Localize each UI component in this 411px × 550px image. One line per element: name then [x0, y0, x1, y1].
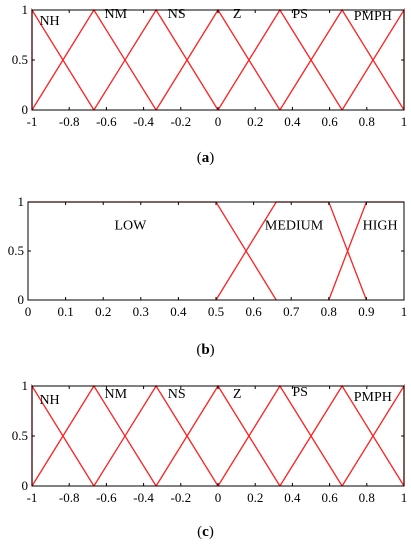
x-tick-label: 0.6 — [321, 114, 338, 129]
mf-line-ps — [217, 8, 343, 111]
y-tick-label: 1 — [18, 194, 25, 209]
y-tick-label: 0 — [18, 292, 25, 307]
x-tick-label: -1 — [27, 114, 38, 129]
x-tick-label: -0.8 — [59, 114, 80, 129]
mf-label-medium: MEDIUM — [265, 218, 324, 233]
mf-line-low — [28, 201, 277, 301]
x-tick-label: 0.2 — [247, 490, 263, 505]
x-tick-label: 0.6 — [245, 304, 262, 319]
y-tick-label: 0 — [22, 102, 29, 117]
x-tick-label: 0.8 — [359, 114, 375, 129]
mf-label-ps: PS — [292, 7, 308, 22]
mf-label-nh: NH — [39, 14, 59, 29]
mf-label-nh: NH — [39, 393, 59, 408]
x-tick-label: 1 — [401, 304, 408, 319]
y-tick-label: 0.5 — [12, 428, 28, 443]
caption-a: (a) — [196, 150, 215, 166]
y-tick-label: 0 — [22, 478, 29, 493]
x-tick-label: -0.8 — [59, 490, 80, 505]
x-tick-label: 0.1 — [57, 304, 73, 319]
x-tick-label: 0.5 — [208, 304, 224, 319]
x-tick-label: 0 — [215, 490, 222, 505]
mf-label-low: LOW — [114, 218, 147, 233]
x-tick-label: 0 — [215, 114, 222, 129]
chart-c: -1 -0.8 -0.6 -0.4 -0.2 0 0.2 0.4 0.6 0.8 1 0 0.5 1 NH N… — [0, 372, 411, 512]
x-tick-label: 0.8 — [321, 304, 337, 319]
x-tick-label: 0.4 — [284, 490, 301, 505]
mf-label-nm: NM — [105, 7, 128, 22]
x-tick-label: 0.4 — [170, 304, 187, 319]
chart-a-svg: -1 -0.8 -0.6 -0.4 -0.2 0 0.2 0.4 0.6 0.8 1 0 0.5 1 NH N… — [12, 2, 408, 129]
x-tick-label: 1 — [401, 490, 408, 505]
y-tick-label: 1 — [22, 2, 29, 17]
x-tick-label: 0.4 — [284, 114, 301, 129]
x-tick-label: 0.8 — [359, 490, 375, 505]
x-tick-label: 0 — [25, 304, 32, 319]
caption-c: (c) — [197, 524, 214, 540]
plot-frame — [31, 385, 405, 487]
x-tick-label: -0.6 — [96, 490, 117, 505]
mf-label-nm: NM — [105, 387, 128, 402]
chart-a: -1 -0.8 -0.6 -0.4 -0.2 0 0.2 0.4 0.6 0.8 1 0 0.5 1 NH N… — [0, 0, 411, 140]
mf-label-ps: PS — [292, 385, 308, 400]
y-tick-label: 0.5 — [8, 243, 24, 258]
x-tick-label: -0.6 — [96, 114, 117, 129]
y-tick-label: 0.5 — [12, 52, 28, 67]
x-tick-label: 0.7 — [283, 304, 300, 319]
mf-label-ns: NS — [168, 387, 186, 402]
x-tick-label: -0.2 — [171, 114, 192, 129]
mf-label-z: Z — [233, 387, 242, 402]
x-tick-label: -1 — [27, 490, 38, 505]
x-tick-label: 0.2 — [95, 304, 111, 319]
caption-b: (b) — [196, 342, 215, 358]
x-tick-label: 0.6 — [321, 490, 338, 505]
mf-line-high — [328, 201, 404, 301]
x-tick-label: -0.4 — [133, 490, 154, 505]
mf-line-z — [155, 8, 281, 111]
x-tick-label: 0.3 — [133, 304, 149, 319]
y-tick-label: 1 — [22, 378, 29, 393]
x-tick-label: 0.2 — [247, 114, 263, 129]
x-tick-label: -0.4 — [133, 114, 154, 129]
mf-line-medium — [215, 201, 368, 301]
mf-label-pmph: PMPH — [354, 390, 392, 405]
mf-label-z: Z — [233, 7, 242, 22]
x-tick-label: 0.9 — [358, 304, 374, 319]
chart-c-svg: -1 -0.8 -0.6 -0.4 -0.2 0 0.2 0.4 0.6 0.8 1 0 0.5 1 NH N… — [12, 378, 408, 505]
chart-b: 0 0.1 0.2 0.3 0.4 0.5 0.6 0.7 0.8 0.9 1 0 0.5 1 LOW MED… — [0, 188, 411, 328]
x-tick-label: -0.2 — [171, 490, 192, 505]
mf-label-pmph: PMPH — [354, 9, 392, 24]
mf-label-ns: NS — [168, 7, 186, 22]
x-tick-label: 1 — [401, 114, 408, 129]
mf-line-ns — [93, 8, 219, 111]
mf-label-high: HIGH — [363, 218, 398, 233]
plot-frame — [31, 9, 405, 111]
mf-line-pm — [279, 8, 405, 111]
chart-b-svg: 0 0.1 0.2 0.3 0.4 0.5 0.6 0.7 0.8 0.9 1 0 0.5 1 LOW MED… — [8, 194, 408, 319]
